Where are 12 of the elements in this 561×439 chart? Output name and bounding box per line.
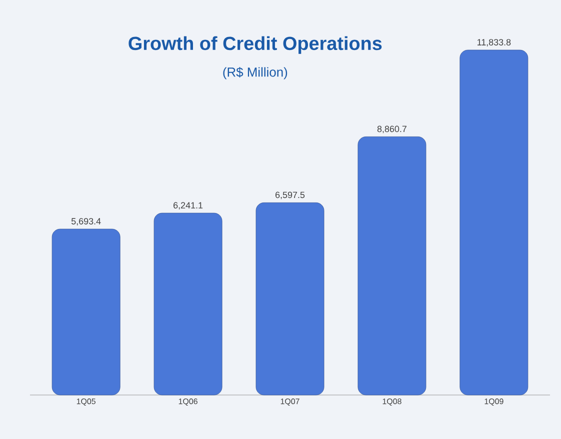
data-label: 8,860.7 <box>377 126 406 134</box>
data-label: 6,241.1 <box>174 202 203 210</box>
data-label: 11,833.8 <box>477 39 511 46</box>
bar <box>52 228 120 396</box>
bar <box>256 202 324 396</box>
chart-title: Growth of Credit Operations <box>128 36 382 54</box>
bar <box>154 212 222 396</box>
bar <box>460 50 528 396</box>
text: (R$ Million) <box>223 66 288 80</box>
data-label: 5,693.4 <box>71 218 101 226</box>
data-label: 6,597.5 <box>275 192 305 200</box>
bar <box>358 136 426 396</box>
